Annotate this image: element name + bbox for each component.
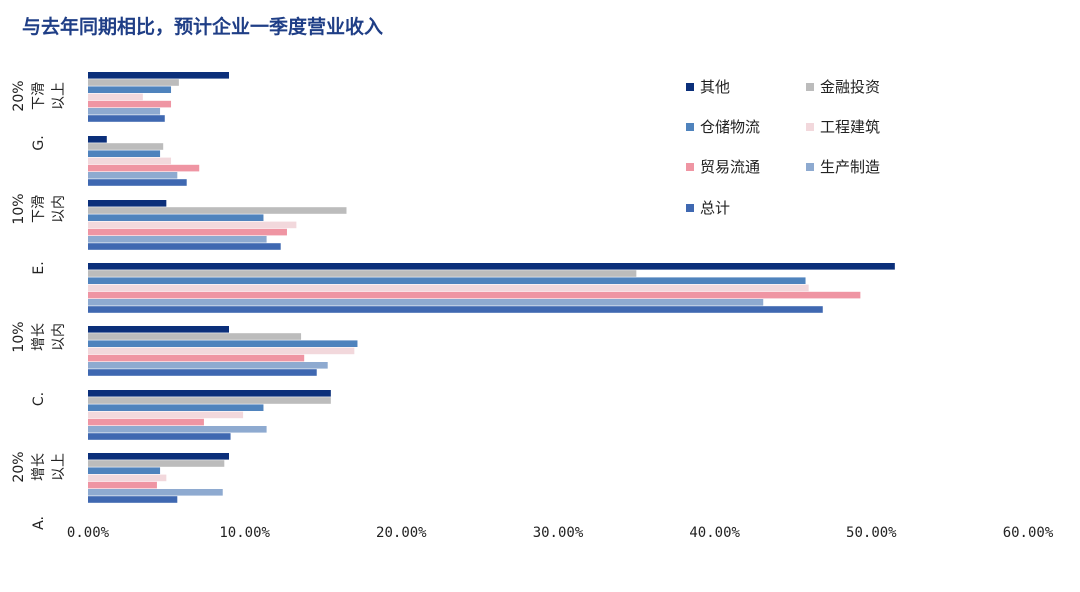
x-tick-label: 0.00% [67,525,110,541]
legend-swatch [686,204,694,212]
bar-2-7 [88,460,225,467]
bar-2-1 [88,79,179,86]
x-tick-label: 50.00% [846,525,897,541]
bar-6-7 [88,489,223,496]
bar-4-5 [88,347,355,355]
bar-1-4 [88,263,895,270]
bar-5-6 [88,418,204,426]
chart-title: 与去年同期相比，预计企业一季度营业收入 [22,16,384,38]
bar-1-3 [88,200,167,207]
bar-7-7 [88,496,178,503]
category-label: 以内 [51,195,67,223]
category-label: 20% [11,451,27,482]
bar-3-1 [88,86,172,93]
bar-6-4 [88,299,764,306]
category-label: 以上 [51,453,67,481]
bar-3-5 [88,340,358,347]
x-tick-label: 20.00% [376,525,427,541]
category-label: G. [31,135,47,150]
bar-7-3 [88,243,281,250]
bar-2-3 [88,207,347,214]
legend-label: 贸易流通 [700,158,760,176]
category-label: 以内 [51,323,67,351]
category-label: 10% [11,321,27,352]
bar-4-1 [88,93,143,101]
bar-6-1 [88,108,161,115]
bar-7-1 [88,115,165,122]
category-label: 10% [11,193,27,224]
bar-3-6 [88,404,264,411]
bar-4-6 [88,411,244,419]
category-label: 增长 [31,323,47,351]
bar-5-5 [88,354,305,362]
legend-swatch [806,123,814,131]
category-label: 20% [11,80,27,111]
bar-2-6 [88,397,331,404]
bar-5-1 [88,100,172,108]
category-label: C. [31,392,47,406]
bar-1-7 [88,453,229,460]
bar-7-5 [88,369,317,376]
bar-6-5 [88,362,328,369]
bar-7-2 [88,179,187,186]
x-tick-label: 40.00% [689,525,740,541]
category-label: A. [31,516,47,530]
bar-2-4 [88,270,637,277]
bar-5-2 [88,164,200,172]
bar-5-3 [88,228,287,236]
bar-5-4 [88,291,861,299]
bar-3-3 [88,214,264,221]
legend-swatch [806,83,814,91]
bar-5-7 [88,481,157,489]
bar-3-7 [88,467,161,474]
bar-6-6 [88,426,267,433]
legend-swatch [686,163,694,171]
bar-1-5 [88,326,229,333]
bar-6-3 [88,236,267,243]
bar-2-2 [88,143,164,150]
legend-label: 生产制造 [820,158,880,176]
bar-7-4 [88,306,823,313]
legend-label: 工程建筑 [820,118,880,136]
bar-4-3 [88,221,297,229]
legend-swatch [686,83,694,91]
x-tick-label: 60.00% [1003,525,1054,541]
bar-4-7 [88,474,167,482]
bar-2-5 [88,333,302,340]
x-tick-label: 10.00% [219,525,270,541]
legend-label: 总计 [700,199,730,217]
bar-3-4 [88,277,806,284]
bar-4-2 [88,157,172,165]
x-tick-label: 30.00% [533,525,584,541]
legend-label: 其他 [700,78,730,96]
legend-label: 仓储物流 [700,118,760,136]
legend-swatch [806,163,814,171]
bar-1-1 [88,72,229,79]
category-label: E. [31,261,47,274]
bar-7-6 [88,433,231,440]
category-label: 以上 [51,82,67,110]
bar-3-2 [88,150,161,157]
bar-1-6 [88,390,331,397]
category-label: 下滑 [30,195,47,223]
legend-swatch [686,123,694,131]
bar-1-2 [88,136,107,143]
bar-4-4 [88,284,809,292]
bar-6-2 [88,172,178,179]
legend-label: 金融投资 [820,78,880,96]
category-label: 下滑 [30,82,47,110]
category-label: 增长 [31,453,47,481]
